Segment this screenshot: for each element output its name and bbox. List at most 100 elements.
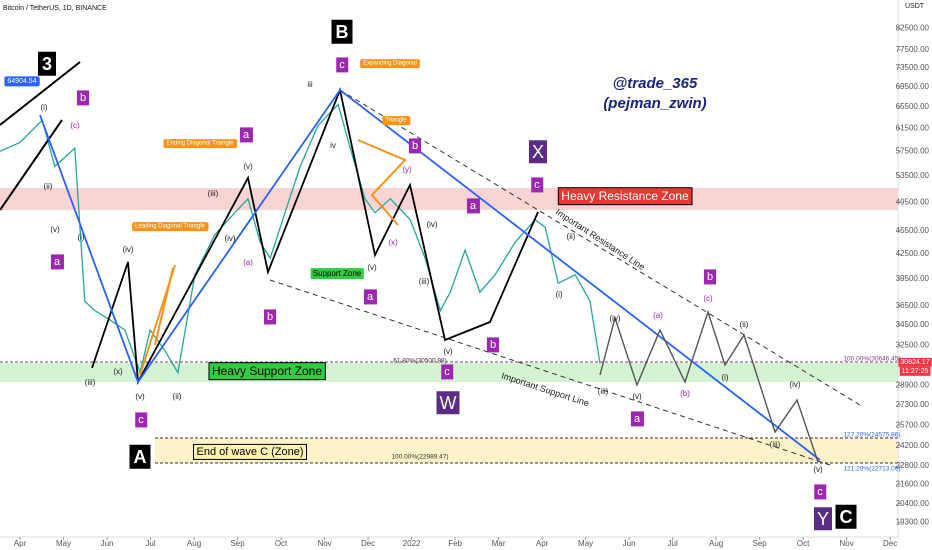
annotation: iii [307,80,313,89]
annotation: (v) [367,263,377,272]
label-box [531,177,544,193]
annotation-text: a [243,129,250,141]
annotation-text: (iii) [208,189,219,198]
y-tick-label: 19300.00 [896,518,930,527]
annotation: (iv) [426,220,437,229]
y-tick-label: 57500.00 [896,146,930,155]
annotation: (ii) [567,232,576,241]
wave-line [0,61,81,126]
label-box [466,198,480,214]
annotation: Y [813,507,833,531]
annotation-text: (v) [443,347,453,356]
x-tick-label: Sep [753,539,768,548]
annotation-text: (pejman_zwin) [603,95,706,112]
annotation-text: (y) [402,165,412,174]
annotation-text: (ii) [44,182,53,191]
label-box [630,411,644,427]
y-tick-label: 28900.00 [896,380,930,389]
annotation-text: Leading Diagonal Triangle [135,224,205,230]
label-box [37,51,57,76]
x-tick-label: Dec [361,539,375,548]
label-box [436,391,460,415]
annotation-text: (iv) [224,234,235,243]
annotation: (v) [632,392,642,401]
annotation: b [76,90,90,106]
label-box [193,443,307,460]
annotation-text: Expanding Diagonal [363,61,417,67]
annotation-text: Heavy Resistance Zone [561,189,689,203]
x-tick-label: Dec [883,539,897,548]
y-tick-label: 20400.00 [896,499,930,508]
annotation-text: (i) [77,233,84,242]
annotation: (iii) [598,387,609,396]
annotation: a [466,198,480,214]
annotation: (iv) [224,234,235,243]
annotation: Ending Diagonal Triangle [163,139,238,149]
annotation: (v) [243,162,253,171]
annotation: 11:27:25 [899,366,931,376]
label-box [76,90,90,106]
x-tick-label: Jul [145,539,155,548]
label-box [382,116,411,126]
annotation: a [239,127,253,143]
x-tick-label: Apr [14,539,27,548]
x-tick-label: Aug [187,539,201,548]
label-box [50,254,64,270]
y-tick-label: 21600.00 [896,479,930,488]
y-tick-label: 22800.00 [896,461,930,470]
annotation-text: 61.80%(30500.98) [393,358,447,365]
annotation-text: iii [307,80,313,89]
annotation: c [814,484,827,500]
annotation-text: (v) [50,225,60,234]
annotation: Triangle [382,116,411,126]
annotation-text: a [470,200,477,212]
annotation: (a) [243,258,253,267]
y-tick-label: 25700.00 [896,420,930,429]
annotation-text: (v) [367,263,377,272]
annotation: Support Zone [310,268,364,280]
label-box [360,59,420,69]
annotation: (iii) [419,277,430,286]
x-tick-label: Nov [317,539,331,548]
wave-line [0,119,63,211]
annotation: a [363,289,377,305]
annotation: c [336,57,349,73]
annotation: b [486,337,500,353]
label-box [132,222,209,232]
axes: 82500.00 77500.00 73500.00 69500.00 65500.00… [14,24,930,549]
annotation-text: (v) [243,162,253,171]
annotation-text: Y [817,509,829,529]
label-box [331,19,353,44]
annotation: b [263,309,277,325]
annotation: (v) [813,465,823,474]
annotation: @trade_365 [613,75,698,92]
annotation-text: (iv) [122,245,133,254]
annotation-text: 121.20%(22713.09) [843,466,900,473]
annotation-text: a [634,413,641,425]
label-box [4,76,40,87]
x-tick-label: Jul [668,539,678,548]
y-tick-label: 39500.00 [896,274,930,283]
annotation-text: b [267,311,273,323]
annotation: (y) [402,165,412,174]
chart-title: Bitcoin / TetherUS, 1D, BINANCE [3,5,107,12]
annotation-text: W [440,393,457,413]
annotation: a [50,254,64,270]
annotation-text: C [840,507,853,527]
x-tick-label: May [578,539,593,548]
annotation-text: (iv) [609,314,620,323]
annotation: (ii) [173,392,182,401]
label-box [557,187,693,206]
annotation: (c) [703,294,713,303]
annotation: X [528,140,548,164]
y-tick-label: 49500.00 [896,197,930,206]
annotation-text: (v) [135,392,145,401]
annotation: 30824.17 [898,357,932,367]
annotation-text: (b) [680,389,690,398]
annotation: B [331,19,353,44]
annotation-text: 100.00%(22989.47) [391,454,448,461]
label-box [814,484,827,500]
annotation: (v) [135,392,145,401]
annotation-text: (i) [40,103,47,112]
annotation: 121.20%(22713.09) [843,466,900,473]
